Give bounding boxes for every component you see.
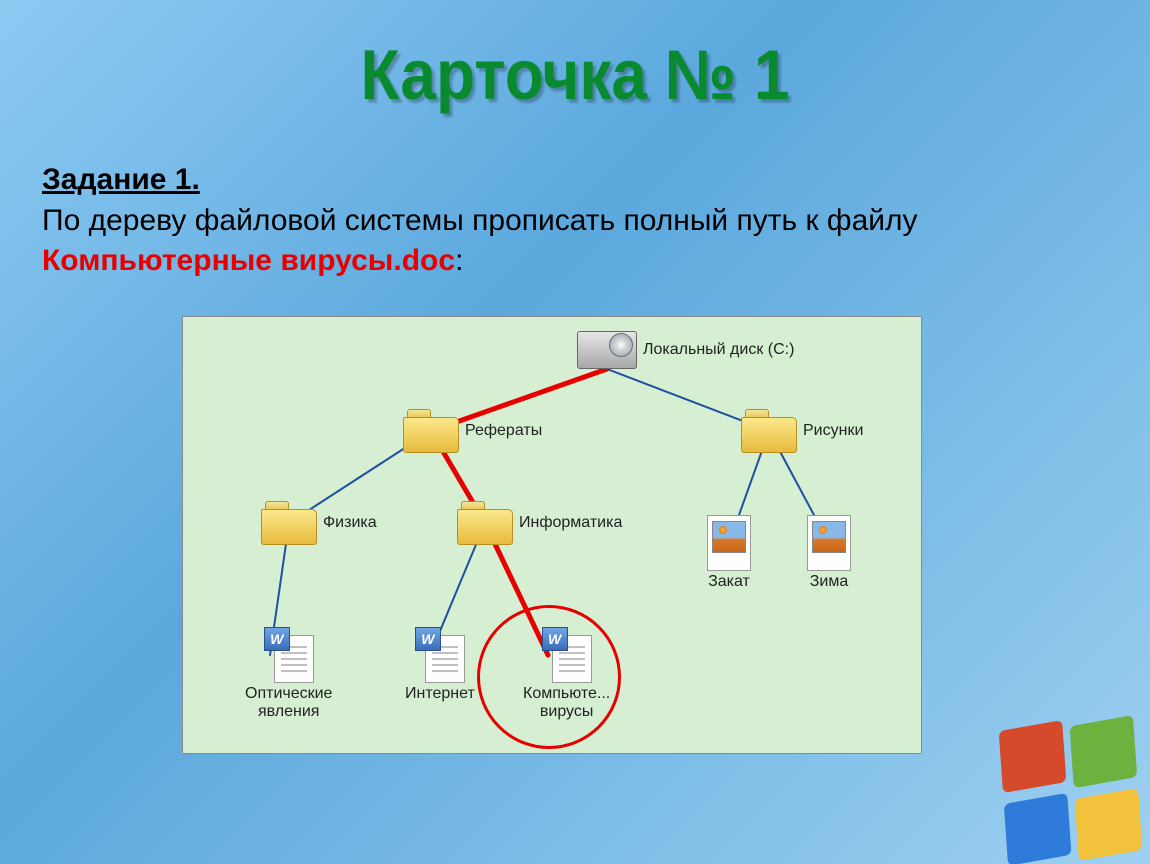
task-body-before: По дереву файловой системы прописать пол… — [42, 204, 918, 237]
tree-node-label: Интернет — [405, 685, 475, 703]
word-doc-icon: W — [264, 627, 314, 683]
task-target-filename: Компьютерные вирусы.doc — [42, 244, 455, 277]
image-file-icon — [707, 515, 751, 571]
image-file-icon — [807, 515, 851, 571]
tree-node-label: Рефераты — [465, 422, 542, 440]
tree-node-label: Локальный диск (C:) — [643, 341, 794, 359]
word-doc-icon: W — [415, 627, 465, 683]
tree-node-label: Зима — [810, 573, 849, 591]
folder-icon — [261, 501, 317, 545]
tree-node-label: Физика — [323, 514, 377, 532]
tree-node-internet: W Интернет — [405, 627, 475, 703]
folder-icon — [403, 409, 459, 453]
tree-node-opt: WОптические явления — [245, 627, 332, 720]
drive-icon — [577, 331, 637, 369]
tree-node-root: Локальный диск (C:) — [577, 331, 794, 369]
task-header: Задание 1. — [42, 163, 200, 196]
windows-logo-icon — [998, 718, 1142, 862]
tree-node-zima: Зима — [807, 515, 851, 591]
tree-node-zakat: Закат — [707, 515, 751, 591]
tree-node-label: Рисунки — [803, 422, 863, 440]
tree-node-informatika: Информатика — [457, 501, 622, 545]
tree-node-virusy: WКомпьюте... вирусы — [523, 627, 610, 720]
tree-node-label: Закат — [708, 573, 750, 591]
tree-node-risunki: Рисунки — [741, 409, 863, 453]
tree-node-label: Информатика — [519, 514, 622, 532]
folder-icon — [457, 501, 513, 545]
task-body-after: : — [455, 244, 463, 277]
tree-node-label: Компьюте... вирусы — [523, 685, 610, 720]
page-title: Карточка № 1 — [0, 34, 1150, 115]
word-doc-icon: W — [542, 627, 592, 683]
tree-node-fizika: Физика — [261, 501, 377, 545]
filesystem-tree-diagram: Локальный диск (C:) Рефераты Рисунки Физика… — [182, 316, 922, 754]
tree-node-referaty: Рефераты — [403, 409, 542, 453]
folder-icon — [741, 409, 797, 453]
task-text: Задание 1. По дереву файловой системы пр… — [42, 160, 1102, 282]
tree-node-label: Оптические явления — [245, 685, 332, 720]
